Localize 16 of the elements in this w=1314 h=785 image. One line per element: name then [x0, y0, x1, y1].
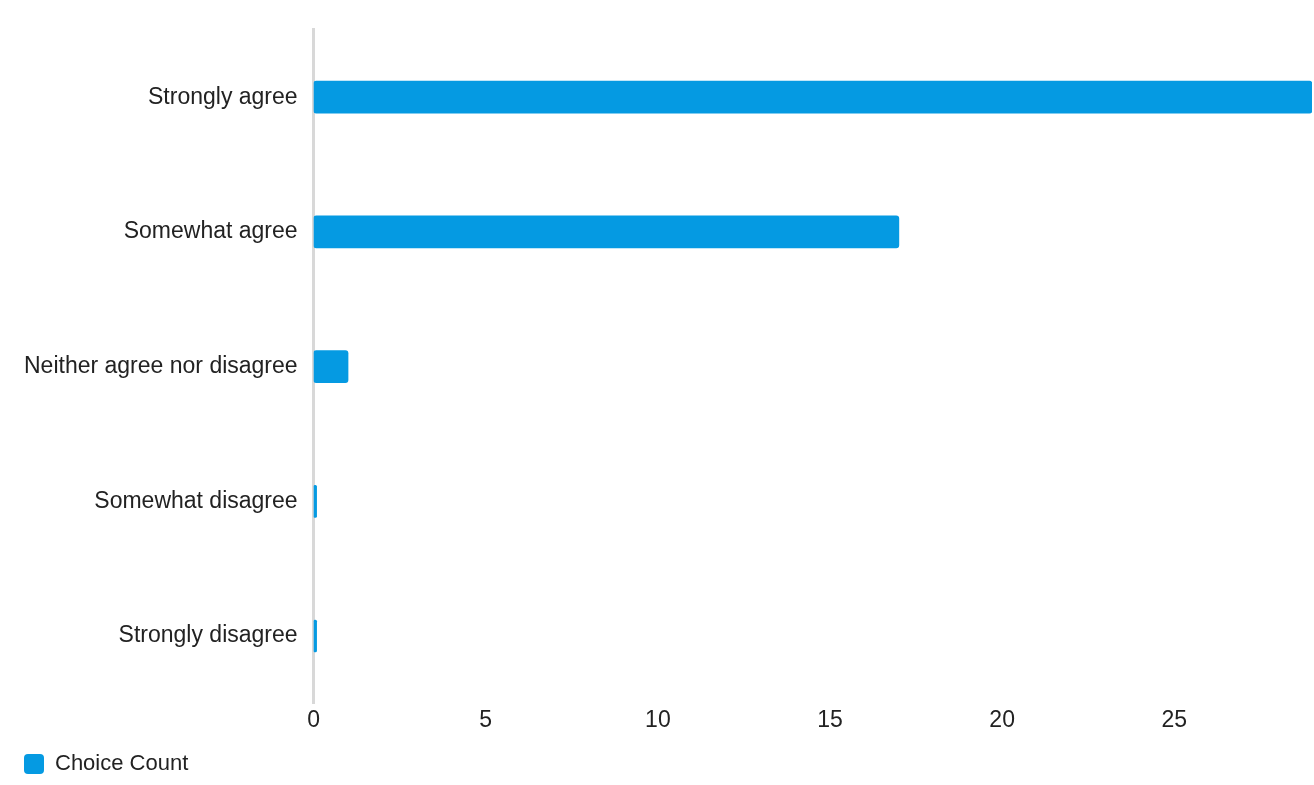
x-tick-label: 5: [479, 705, 493, 732]
y-tick-label: Somewhat agree: [123, 217, 298, 244]
x-tick-label: 0: [307, 705, 321, 732]
bar: [313, 619, 317, 653]
y-tick-label: Somewhat disagree: [94, 486, 298, 513]
x-tick-label: 20: [989, 705, 1015, 732]
y-tick-label: Strongly disagree: [118, 621, 298, 648]
y-tick-label: Neither agree nor disagree: [24, 351, 298, 378]
x-tick-label: 25: [1161, 705, 1188, 732]
bar: [313, 484, 317, 518]
y-tick-label: Strongly agree: [148, 82, 298, 109]
legend-label: Choice Count: [55, 750, 189, 776]
x-tick-label: 10: [645, 705, 671, 732]
bar: [313, 215, 900, 249]
x-tick-label: 15: [817, 705, 843, 732]
bar: [313, 80, 1312, 114]
